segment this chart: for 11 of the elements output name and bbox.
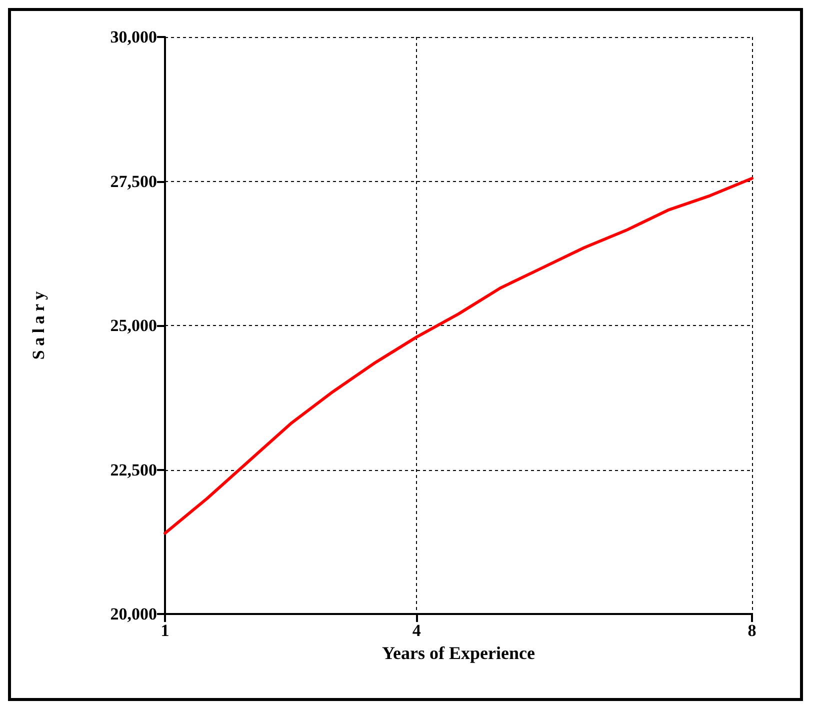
x-tick-label: 4 — [412, 621, 422, 640]
y-tick-label: 25,000 — [110, 316, 157, 335]
y-axis-title: S a l a r y — [29, 290, 48, 360]
line-series — [164, 176, 754, 535]
x-axis-title: Years of Experience — [382, 642, 535, 663]
y-tick-label: 22,500 — [110, 460, 157, 480]
y-tick-label: 27,500 — [110, 172, 157, 191]
x-tick-label: 1 — [160, 621, 170, 640]
y-tick-label: 20,000 — [110, 604, 157, 624]
x-tick-label: 8 — [748, 621, 756, 640]
y-tick-label: 30,000 — [110, 28, 157, 46]
